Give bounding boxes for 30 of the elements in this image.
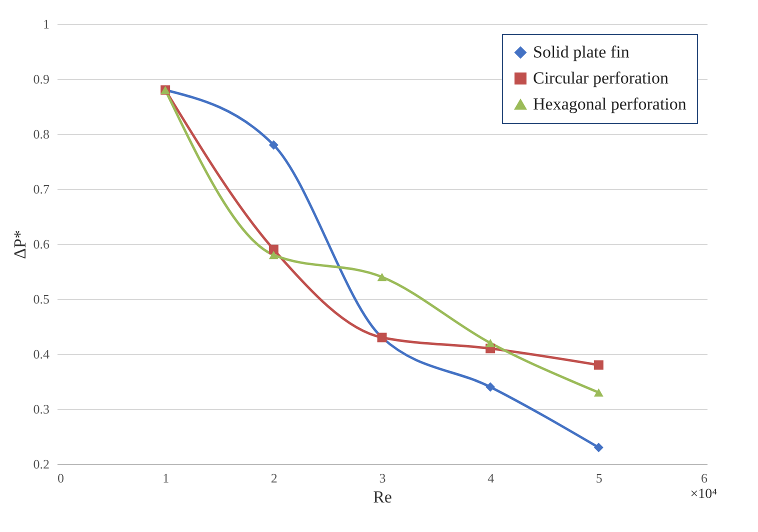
y-tick-label: 0.5 — [33, 292, 50, 306]
x-tick-label: 4 — [488, 470, 495, 486]
legend-label: Hexagonal perforation — [533, 94, 687, 114]
point — [268, 140, 278, 150]
y-tick-label: 0.6 — [33, 236, 50, 252]
x-tick-label: 6 — [701, 470, 708, 486]
text: ×10⁴ — [690, 487, 718, 502]
x-tick-label: 2 — [270, 470, 278, 486]
y-tick-label: 0.3 — [33, 402, 50, 416]
legend-label: Solid plate fin — [533, 42, 630, 62]
x-tick-label: 3 — [379, 470, 386, 486]
x-axis-title: Re — [373, 488, 392, 506]
point — [594, 360, 604, 370]
y-tick-label: 0.4 — [33, 346, 50, 362]
point — [268, 250, 278, 260]
x-tick-label: 1 — [162, 470, 170, 486]
y-tick-label: 1 — [43, 16, 50, 32]
point — [486, 382, 496, 392]
point — [377, 272, 387, 282]
legend-label: Circular perforation — [533, 68, 669, 88]
y-tick-label: 0.9 — [33, 72, 50, 86]
x-tick-label: 5 — [596, 470, 602, 486]
x-tick-label: 0 — [58, 470, 64, 486]
point — [594, 442, 604, 452]
y-tick-label: 0.2 — [33, 456, 50, 472]
point — [594, 388, 604, 397]
y-tick-label: 0.7 — [33, 182, 50, 196]
y-tick-label: 0.8 — [33, 126, 50, 142]
y-axis-title: ΔP* — [10, 230, 30, 259]
point — [486, 338, 496, 348]
